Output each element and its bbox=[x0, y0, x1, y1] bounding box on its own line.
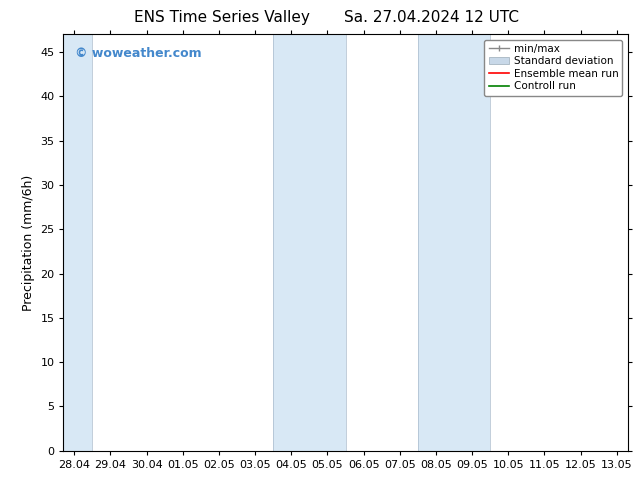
Text: © woweather.com: © woweather.com bbox=[75, 47, 202, 60]
Bar bbox=[418, 34, 490, 451]
Bar bbox=[56, 34, 93, 451]
Text: Sa. 27.04.2024 12 UTC: Sa. 27.04.2024 12 UTC bbox=[344, 10, 519, 25]
Legend: min/max, Standard deviation, Ensemble mean run, Controll run: min/max, Standard deviation, Ensemble me… bbox=[484, 40, 623, 96]
Bar bbox=[273, 34, 346, 451]
Text: ENS Time Series Valley: ENS Time Series Valley bbox=[134, 10, 310, 25]
Y-axis label: Precipitation (mm/6h): Precipitation (mm/6h) bbox=[22, 174, 35, 311]
